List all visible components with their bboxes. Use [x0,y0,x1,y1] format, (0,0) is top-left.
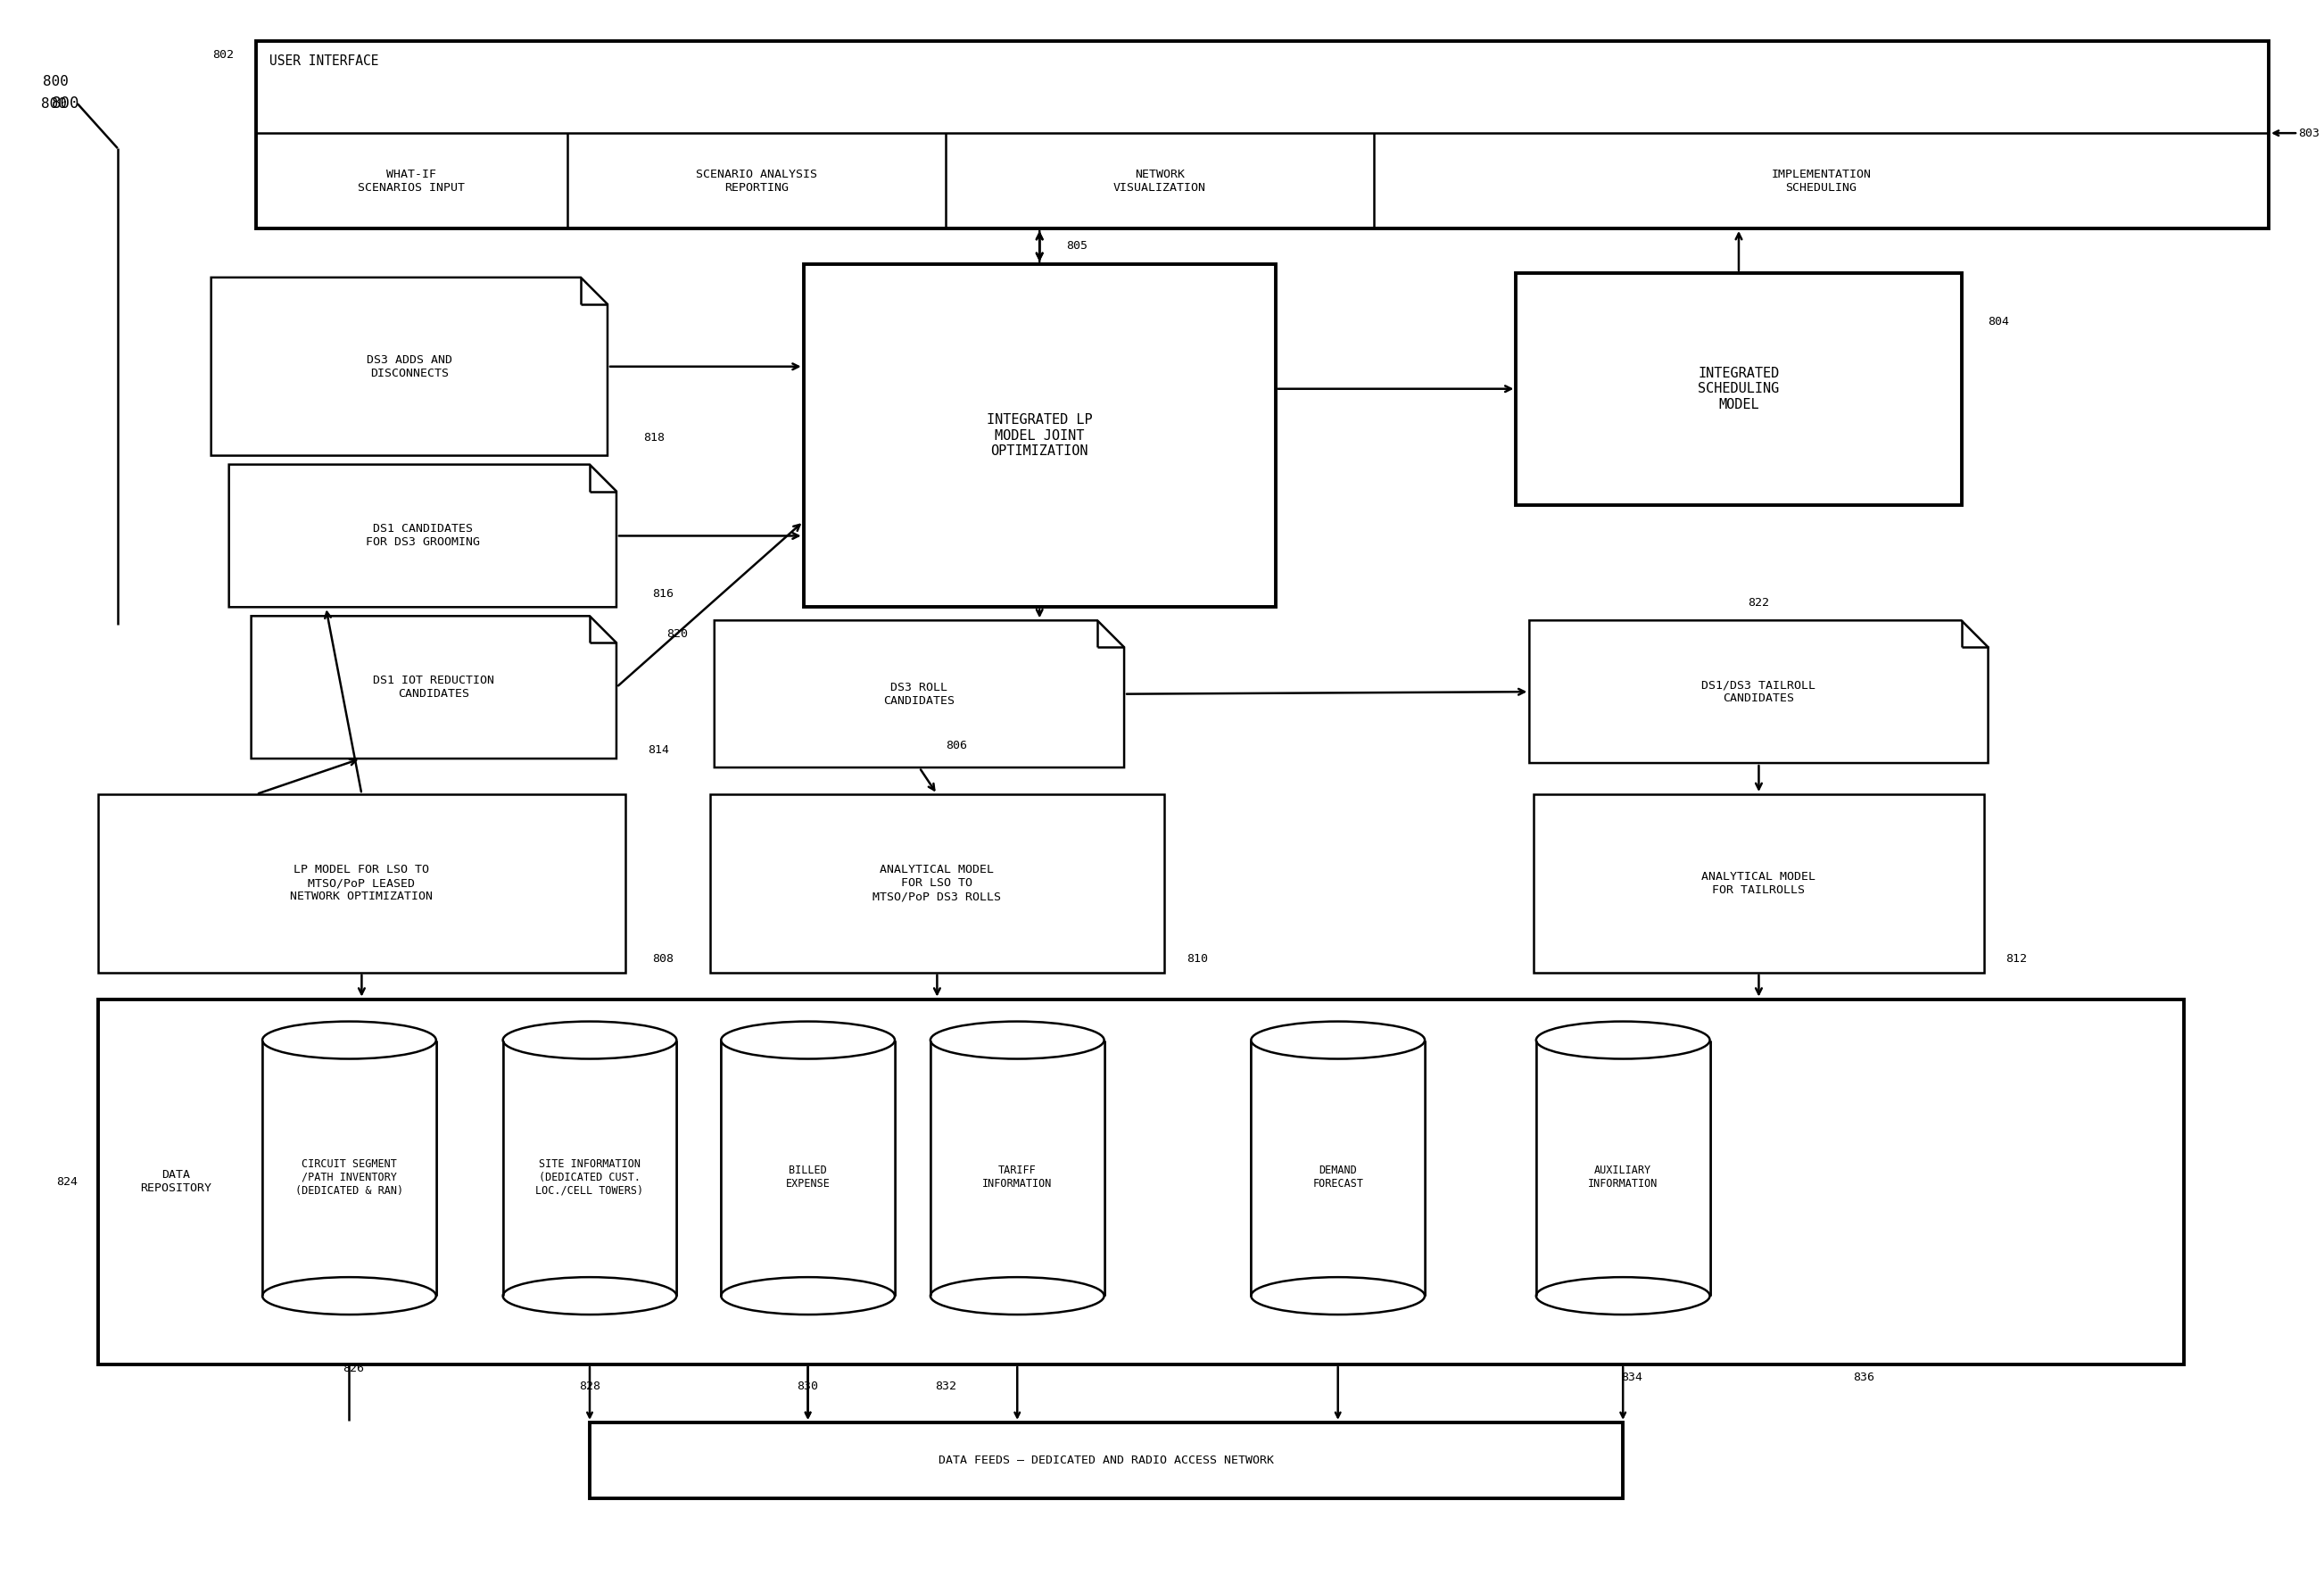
Text: ANALYTICAL MODEL
FOR LSO TO
MTSO/PoP DS3 ROLLS: ANALYTICAL MODEL FOR LSO TO MTSO/PoP DS3… [874,865,1002,903]
Ellipse shape [720,1022,895,1058]
Text: DS1 IOT REDUCTION
CANDIDATES: DS1 IOT REDUCTION CANDIDATES [374,675,495,700]
Text: 808: 808 [653,954,674,965]
Text: 802: 802 [211,49,232,60]
Ellipse shape [720,1277,895,1315]
Text: NETWORK
VISUALIZATION: NETWORK VISUALIZATION [1113,168,1206,193]
Polygon shape [251,616,616,759]
Ellipse shape [930,1022,1104,1058]
Text: DS3 ROLL
CANDIDATES: DS3 ROLL CANDIDATES [883,681,955,706]
Text: 804: 804 [1987,317,2010,328]
Polygon shape [211,277,607,456]
Text: 810: 810 [1188,954,1208,965]
Polygon shape [713,621,1125,768]
Ellipse shape [502,1022,676,1058]
Ellipse shape [1250,1022,1425,1058]
Text: 800: 800 [42,74,67,89]
Text: DEMAND
FORECAST: DEMAND FORECAST [1313,1164,1364,1190]
Polygon shape [230,464,616,607]
Text: 818: 818 [644,432,665,444]
Text: 820: 820 [667,627,688,640]
Ellipse shape [930,1277,1104,1315]
Text: AUXILIARY
INFORMATION: AUXILIARY INFORMATION [1587,1164,1657,1190]
Text: 834: 834 [1622,1372,1643,1384]
Bar [930,1022,1104,1296]
Text: SITE INFORMATION
(DEDICATED CUST.
LOC./CELL TOWERS): SITE INFORMATION (DEDICATED CUST. LOC./C… [535,1158,644,1196]
Text: BILLED
EXPENSE: BILLED EXPENSE [786,1164,830,1190]
Text: DS3 ADDS AND
DISCONNECTS: DS3 ADDS AND DISCONNECTS [367,355,453,379]
Ellipse shape [502,1277,676,1315]
Bar [804,265,1276,607]
Text: DATA FEEDS – DEDICATED AND RADIO ACCESS NETWORK: DATA FEEDS – DEDICATED AND RADIO ACCESS … [939,1454,1274,1467]
Text: INTEGRATED LP
MODEL JOINT
OPTIMIZATION: INTEGRATED LP MODEL JOINT OPTIMIZATION [988,413,1092,458]
Text: 803: 803 [2298,127,2319,139]
Bar [1250,1022,1425,1296]
Text: CIRCUIT SEGMENT
/PATH INVENTORY
(DEDICATED & RAN): CIRCUIT SEGMENT /PATH INVENTORY (DEDICAT… [295,1158,404,1196]
Text: LP MODEL FOR LSO TO
MTSO/PoP LEASED
NETWORK OPTIMIZATION: LP MODEL FOR LSO TO MTSO/PoP LEASED NETW… [290,865,432,903]
Text: 812: 812 [2006,954,2027,965]
Ellipse shape [1536,1022,1710,1058]
Text: DS1 CANDIDATES
FOR DS3 GROOMING: DS1 CANDIDATES FOR DS3 GROOMING [365,523,479,548]
Text: 826: 826 [344,1364,365,1375]
Text: ANALYTICAL MODEL
FOR TAILROLLS: ANALYTICAL MODEL FOR TAILROLLS [1701,871,1815,897]
Bar [98,1000,2185,1364]
Bar [709,794,1164,973]
Text: 806: 806 [946,740,967,751]
Bar [1536,1022,1710,1296]
Text: 805: 805 [1067,241,1088,252]
Text: SCENARIO ANALYSIS
REPORTING: SCENARIO ANALYSIS REPORTING [697,168,818,193]
Text: TARIFF
INFORMATION: TARIFF INFORMATION [983,1164,1053,1190]
Ellipse shape [263,1277,437,1315]
Polygon shape [1529,621,1987,763]
Text: 824: 824 [56,1175,77,1188]
Ellipse shape [263,1022,437,1058]
Text: 836: 836 [1852,1372,1873,1384]
Ellipse shape [1536,1277,1710,1315]
Bar [590,1422,1622,1498]
Text: 816: 816 [653,588,674,600]
Bar [256,41,2268,228]
Ellipse shape [1250,1277,1425,1315]
Text: 830: 830 [797,1381,818,1392]
Bar [98,794,625,973]
Text: WHAT-IF
SCENARIOS INPUT: WHAT-IF SCENARIOS INPUT [358,168,465,193]
Text: DS1/DS3 TAILROLL
CANDIDATES: DS1/DS3 TAILROLL CANDIDATES [1701,680,1815,705]
Bar [1515,272,1961,505]
Text: IMPLEMENTATION
SCHEDULING: IMPLEMENTATION SCHEDULING [1771,168,1871,193]
Text: INTEGRATED
SCHEDULING
MODEL: INTEGRATED SCHEDULING MODEL [1699,366,1780,410]
Text: USER INTERFACE: USER INTERFACE [270,54,379,68]
Text: 832: 832 [934,1381,957,1392]
Text: 828: 828 [579,1381,600,1392]
Text: DATA
REPOSITORY: DATA REPOSITORY [139,1169,211,1194]
Text: 814: 814 [648,744,669,756]
Bar [720,1022,895,1296]
Text: 800: 800 [40,97,67,111]
Bar [502,1022,676,1296]
Bar [263,1022,437,1296]
Text: 822: 822 [1748,597,1769,608]
Text: 800: 800 [51,95,79,112]
Bar [1534,794,1985,973]
